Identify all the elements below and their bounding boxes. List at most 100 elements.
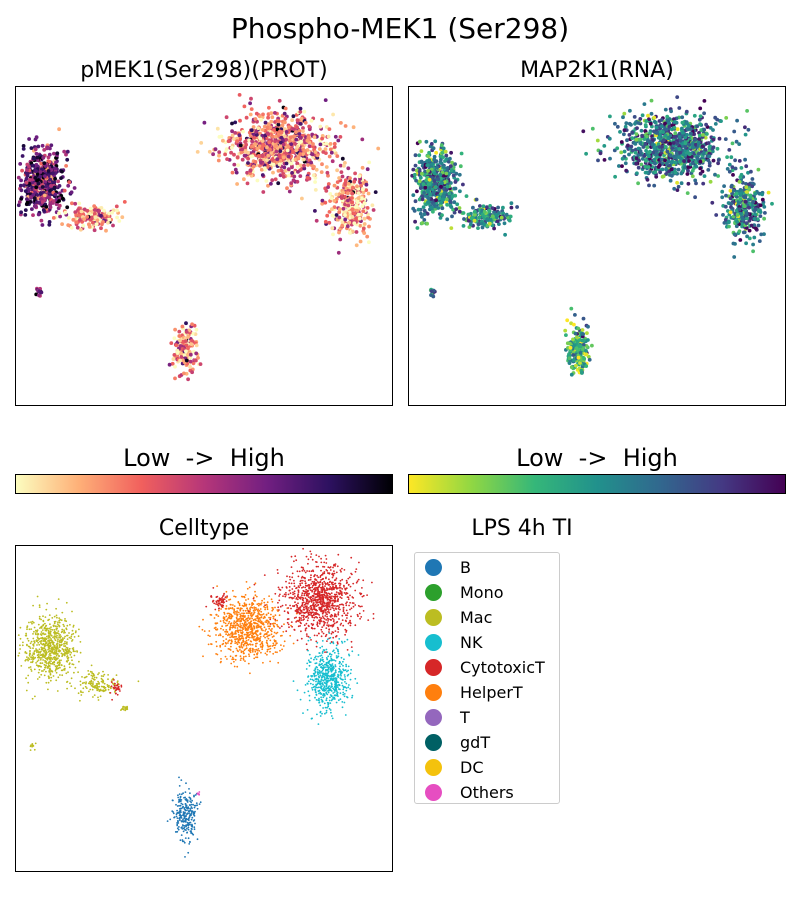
scatter-point — [20, 154, 25, 158]
scatter-point — [59, 666, 61, 669]
scatter-point — [665, 149, 670, 154]
scatter-point — [21, 644, 24, 647]
scatter-point — [31, 620, 34, 623]
scatter-point — [24, 180, 29, 185]
scatter-point — [246, 156, 251, 161]
scatter-point — [667, 121, 671, 125]
scatter-point — [266, 153, 271, 158]
scatter-point — [350, 215, 355, 219]
scatter-point — [748, 194, 753, 199]
scatter-point — [492, 210, 496, 214]
scatter-point — [352, 221, 357, 226]
scatter-point — [459, 151, 464, 156]
scatter-point — [40, 223, 45, 227]
scatter-point — [54, 656, 57, 659]
scatter-point — [37, 653, 40, 656]
scatter-point — [651, 150, 655, 155]
scatter-point — [416, 207, 421, 212]
scatter-point — [68, 632, 70, 634]
scatter-point — [277, 162, 282, 167]
scatter-point — [571, 353, 576, 357]
scatter-point — [51, 647, 53, 649]
scatter-point — [170, 361, 175, 366]
scatter-point — [354, 216, 358, 221]
scatter-point — [751, 200, 756, 204]
scatter-point — [27, 681, 30, 684]
scatter-point — [449, 205, 454, 209]
scatter-point — [85, 215, 90, 219]
scatter-point — [639, 153, 643, 157]
scatter-point — [38, 174, 42, 179]
scatter-point — [245, 181, 250, 186]
scatter-point — [104, 228, 108, 233]
scatter-point — [731, 173, 735, 177]
scatter-point — [278, 144, 283, 148]
scatter-point — [307, 124, 312, 129]
scatter-point — [268, 147, 272, 152]
scatter-point — [727, 169, 732, 174]
scatter-point — [421, 205, 426, 209]
scatter-point — [436, 177, 441, 182]
scatter-point — [52, 185, 57, 190]
scatter-point — [60, 169, 64, 174]
scatter-point — [411, 193, 416, 197]
scatter-point — [178, 358, 183, 363]
scatter-point — [257, 144, 262, 149]
scatter-point — [99, 206, 104, 210]
scatter-point — [331, 112, 335, 117]
scatter-point — [412, 172, 417, 177]
scatter-point — [728, 188, 733, 193]
scatter-point — [110, 210, 114, 215]
scatter-point — [34, 204, 38, 209]
scatter-point — [73, 201, 78, 206]
scatter-point — [636, 153, 641, 157]
scatter-point — [326, 182, 331, 186]
scatter-point — [630, 130, 635, 135]
scatter-point — [92, 204, 97, 208]
scatter-point — [79, 651, 82, 654]
scatter-point — [319, 170, 324, 174]
scatter-point — [445, 166, 450, 170]
scatter-point — [689, 131, 693, 136]
scatter-point — [207, 149, 212, 154]
scatter-point — [230, 121, 234, 126]
scatter-point — [72, 647, 75, 649]
scatter-point — [103, 673, 106, 676]
scatter-point — [64, 631, 66, 634]
scatter-point — [728, 210, 733, 215]
scatter-point — [57, 598, 60, 600]
scatter-point — [750, 177, 755, 181]
scatter-point — [291, 178, 296, 183]
scatter-point — [66, 660, 69, 663]
scatter-point — [350, 207, 355, 212]
scatter-point — [711, 137, 716, 142]
scatter-point — [324, 189, 329, 193]
scatter-point — [225, 157, 230, 161]
scatter-point — [35, 649, 38, 652]
scatter-point — [43, 174, 47, 179]
scatter-point — [65, 628, 68, 631]
scatter-point — [285, 186, 289, 191]
scatter-point — [693, 178, 698, 183]
scatter-point — [569, 306, 574, 311]
scatter-point — [307, 144, 312, 149]
scatter-point — [665, 161, 669, 166]
scatter-point — [727, 224, 731, 229]
scatter-point — [734, 191, 739, 196]
scatter-point — [25, 634, 28, 637]
scatter-point — [706, 168, 711, 172]
scatter-point — [366, 191, 371, 196]
scatter-point — [301, 129, 305, 133]
scatter-point — [659, 118, 664, 122]
scatter-point — [717, 136, 722, 141]
scatter-point — [43, 674, 46, 677]
scatter-point — [93, 694, 96, 696]
scatter-point — [287, 173, 291, 178]
scatter-point — [676, 184, 681, 189]
scatter-point — [44, 629, 47, 632]
scatter-point — [762, 232, 766, 237]
scatter-point — [230, 133, 235, 138]
scatter-point — [727, 220, 731, 225]
scatter-point — [49, 653, 52, 655]
scatter-point — [680, 130, 685, 135]
